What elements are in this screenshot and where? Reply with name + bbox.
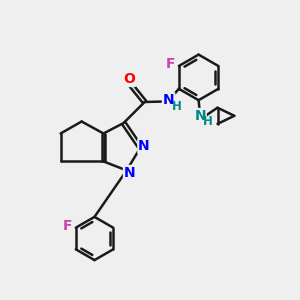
Text: F: F bbox=[63, 219, 72, 233]
Text: O: O bbox=[123, 72, 135, 86]
Text: N: N bbox=[124, 166, 135, 180]
Text: N: N bbox=[138, 139, 150, 153]
Text: N: N bbox=[194, 109, 206, 123]
Text: H: H bbox=[203, 115, 213, 128]
Text: N: N bbox=[163, 93, 174, 107]
Text: H: H bbox=[172, 100, 181, 113]
Text: F: F bbox=[166, 58, 175, 71]
